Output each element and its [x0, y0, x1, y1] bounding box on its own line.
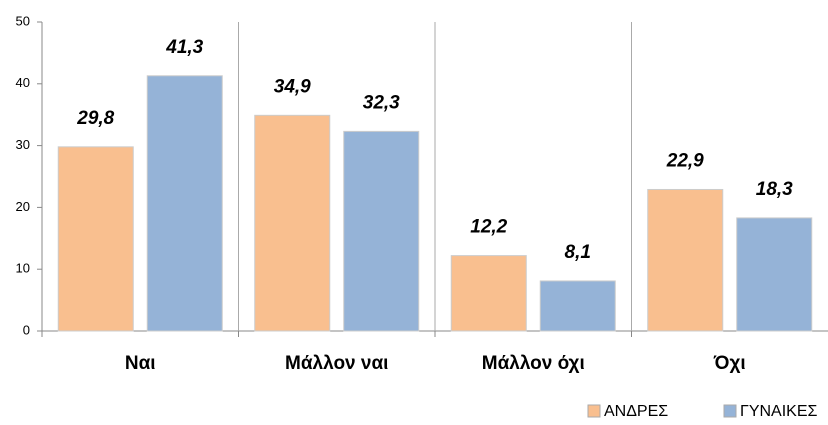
x-tick-label: Ναι — [125, 353, 156, 374]
legend-swatch — [587, 404, 601, 418]
bar — [450, 255, 527, 332]
bar — [647, 188, 724, 332]
y-tick-label: 10 — [16, 261, 30, 276]
data-label: 8,1 — [565, 242, 591, 263]
y-tick-label: 20 — [16, 199, 30, 214]
y-tick-label: 40 — [16, 75, 30, 90]
data-label: 41,3 — [165, 37, 203, 58]
bar — [539, 280, 616, 332]
x-tick-label: Μάλλον ναι — [285, 353, 388, 374]
y-tick-label: 30 — [16, 137, 30, 152]
legend-swatch — [723, 404, 737, 418]
data-label: 22,9 — [666, 150, 704, 171]
y-tick-label: 0 — [23, 322, 30, 337]
bar — [736, 217, 813, 332]
bar — [146, 75, 223, 332]
legend-label: ΑΝΔΡΕΣ — [604, 403, 668, 420]
data-label: 32,3 — [363, 92, 400, 113]
data-label: 12,2 — [470, 217, 507, 238]
bar — [57, 146, 134, 332]
x-tick-label: Όχι — [713, 353, 746, 374]
data-label: 18,3 — [756, 179, 793, 200]
data-label: 29,8 — [76, 108, 114, 129]
bar — [343, 130, 420, 332]
data-label: 34,9 — [274, 76, 311, 97]
legend-label: ΓΥΝΑΙΚΕΣ — [740, 403, 818, 420]
y-tick-label: 50 — [16, 13, 30, 28]
bar — [254, 114, 331, 332]
x-tick-label: Μάλλον όχι — [482, 353, 585, 374]
